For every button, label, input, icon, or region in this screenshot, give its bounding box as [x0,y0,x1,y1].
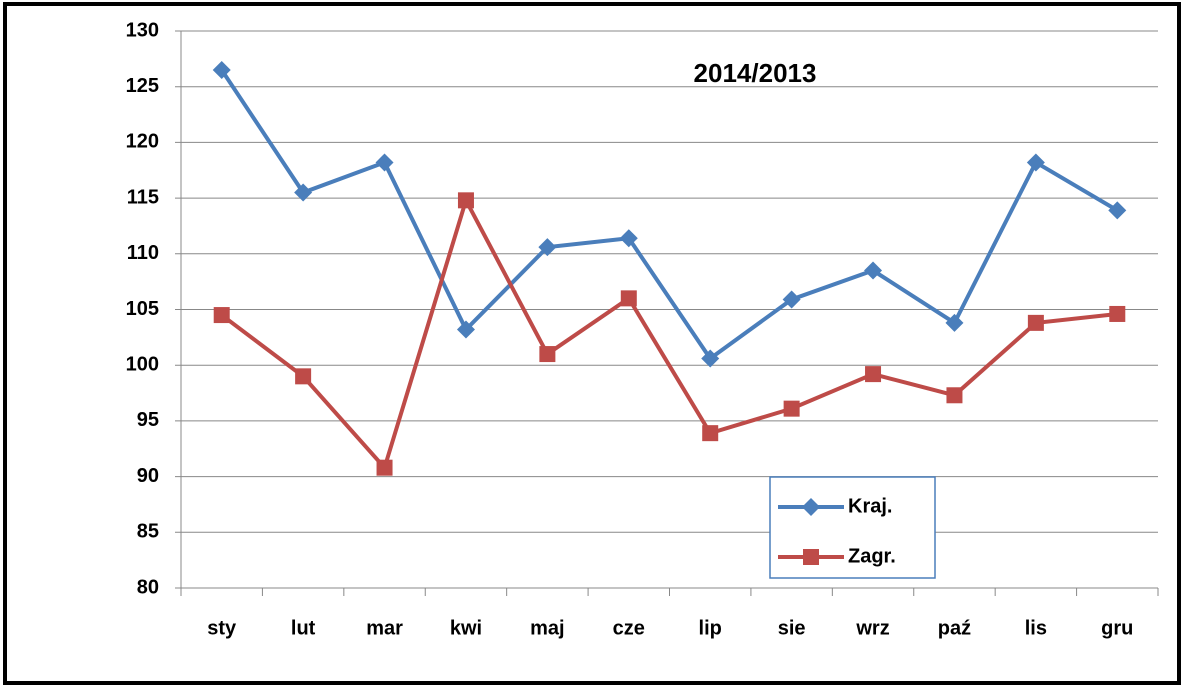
y-tick-label: 80 [137,576,159,598]
marker [702,425,719,442]
y-tick-label: 100 [126,353,159,375]
marker [783,400,800,417]
y-tick-label: 105 [126,298,159,320]
marker [376,459,393,476]
marker [294,183,313,202]
y-tick-label: 130 [126,19,159,41]
x-tick-label: wrz [855,617,889,639]
marker [213,307,230,324]
legend-label: Zagr. [848,545,896,567]
marker [212,60,231,79]
frame [3,2,1181,685]
marker [457,192,474,209]
marker [701,349,720,368]
marker [1026,153,1045,172]
marker [456,320,475,339]
y-tick-label: 125 [126,75,159,97]
marker [782,290,801,309]
legend-label: Kraj. [848,495,892,517]
marker [1109,305,1126,322]
marker [945,313,964,332]
series-line [220,68,1119,362]
x-tick-label: cze [613,617,645,639]
y-tick-label: 115 [127,186,159,208]
y-tick-label: 95 [137,409,159,431]
x-tick-label: lip [699,617,722,639]
marker [1027,314,1044,331]
y-tick-label: 85 [137,521,159,543]
x-tick-label: gru [1101,617,1133,639]
marker [803,549,819,565]
marker [538,238,557,257]
x-tick-label: maj [530,617,564,639]
marker [864,261,883,280]
series-line [220,195,1118,472]
y-tick-label: 110 [127,242,159,264]
marker [1108,201,1127,220]
marker [802,498,820,516]
x-tick-label: kwi [450,617,482,639]
x-tick-label: sty [207,617,237,639]
marker [620,290,637,307]
marker [539,346,556,363]
marker [375,153,394,172]
marker [865,366,882,383]
x-tick-label: sie [778,617,806,639]
legend-box [769,476,936,579]
marker [295,368,312,385]
chart-title: 2014/2013 [694,58,817,88]
marker [619,229,638,248]
x-tick-label: paź [938,617,971,639]
y-tick-label: 120 [126,131,159,153]
marker [946,387,963,404]
y-tick-label: 90 [137,465,159,487]
x-tick-label: lis [1025,617,1047,639]
x-tick-label: lut [291,617,316,639]
x-tick-label: mar [366,617,403,639]
